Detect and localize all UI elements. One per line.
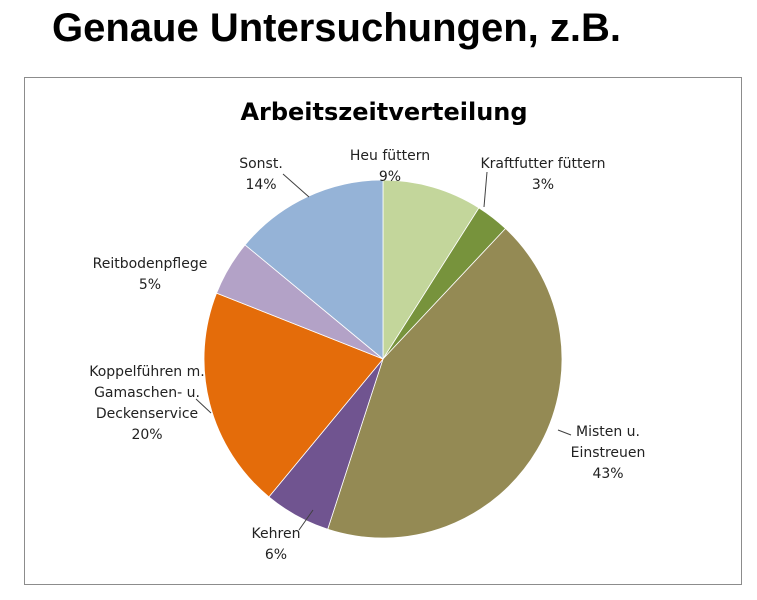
slice-name-label: Gamaschen- u. [94, 385, 200, 401]
slice-name-label: Kraftfutter füttern [480, 156, 605, 172]
slice-value-label: 5% [139, 277, 161, 293]
leader-line [195, 398, 212, 414]
pie-slice [244, 179, 384, 360]
slice-name-label: Heu füttern [350, 148, 430, 164]
slice-value-label: 3% [532, 177, 554, 193]
pie-slice [203, 292, 384, 498]
slice-value-label: 14% [245, 177, 276, 193]
slice-value-label: 43% [592, 466, 623, 482]
chart-area: Arbeitszeitverteilung Heu füttern 9% Kraft… [24, 77, 742, 585]
slice-label: Reitbodenpflege 5% [93, 256, 208, 293]
chart-title: Arbeitszeitverteilung [240, 98, 527, 126]
slice-value-label: 20% [131, 427, 162, 443]
pie-slice [327, 227, 563, 539]
slice-name-label: Koppelführen m. [89, 364, 204, 380]
slice-label: Koppelführen m. Gamaschen- u. Deckenservic… [89, 364, 204, 443]
pie-slice [382, 179, 480, 361]
leader-line [282, 173, 310, 198]
slice-name-label: Reitbodenpflege [93, 256, 208, 272]
slide-title: Genaue Untersuchungen, z.B. [52, 6, 621, 50]
slice-name-label: Deckenservice [96, 406, 198, 422]
slice-label: Kehren 6% [252, 526, 301, 563]
slice-value-label: 6% [265, 547, 287, 563]
slice-label: Misten u. Einstreuen 43% [571, 424, 646, 482]
slice-name-label: Einstreuen [571, 445, 646, 461]
leader-line [483, 171, 488, 208]
slice-label: Kraftfutter füttern 3% [480, 156, 605, 193]
slice-name-label: Sonst. [239, 156, 283, 172]
slice-value-label: 9% [379, 169, 401, 185]
slice-name-label: Kehren [252, 526, 301, 542]
slice-name-label: Misten u. [576, 424, 640, 440]
leader-line [298, 509, 314, 531]
pie-chart: Arbeitszeitverteilung Heu füttern 9% Kraft… [89, 98, 646, 563]
slice-label: Sonst. 14% [239, 156, 283, 193]
slice-label: Heu füttern 9% [350, 148, 430, 185]
leader-line [557, 429, 572, 436]
